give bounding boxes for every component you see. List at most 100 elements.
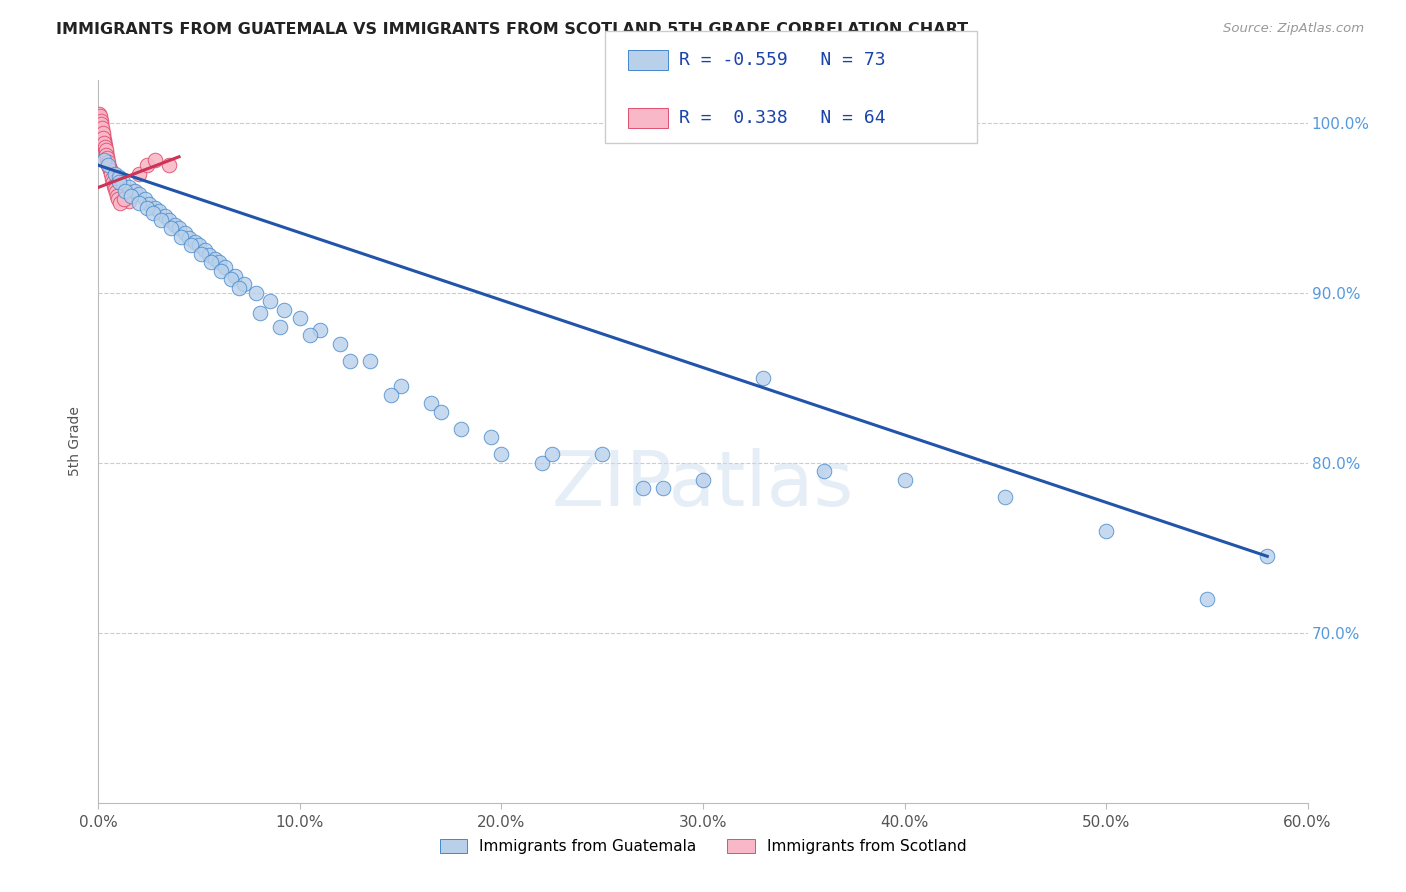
Point [339, 353, 361, 368]
Point [121, 184, 143, 198]
Point [98, 163, 121, 178]
Point [149, 212, 172, 227]
Point [134, 192, 156, 206]
Point [631, 481, 654, 495]
Point [591, 447, 613, 461]
Legend: Immigrants from Guatemala, Immigrants from Scotland: Immigrants from Guatemala, Immigrants fr… [433, 832, 973, 860]
Point [104, 182, 127, 196]
Point [221, 272, 243, 286]
Point [128, 195, 150, 210]
Point [107, 182, 129, 196]
Point [103, 173, 125, 187]
Point [138, 197, 160, 211]
Point [174, 227, 197, 241]
Point [91, 122, 114, 136]
Point [692, 473, 714, 487]
Text: IMMIGRANTS FROM GUATEMALA VS IMMIGRANTS FROM SCOTLAND 5TH GRADE CORRELATION CHAR: IMMIGRANTS FROM GUATEMALA VS IMMIGRANTS … [56, 22, 969, 37]
Point [97, 156, 120, 170]
Point [94, 139, 117, 153]
Point [118, 194, 141, 208]
Point [1256, 549, 1278, 564]
Point [89, 109, 111, 123]
Point [128, 167, 150, 181]
Point [430, 405, 453, 419]
Point [148, 204, 170, 219]
Point [94, 143, 117, 157]
Point [112, 192, 135, 206]
Point [214, 260, 236, 275]
Point [96, 150, 118, 164]
Point [105, 189, 128, 203]
Point [198, 248, 221, 262]
Text: ZIPatlas: ZIPatlas [551, 448, 855, 522]
Point [194, 244, 217, 258]
Point [309, 323, 332, 337]
Point [89, 107, 111, 121]
Point [96, 146, 118, 161]
Point [540, 447, 562, 461]
Point [110, 189, 132, 203]
Y-axis label: 5th Grade: 5th Grade [69, 407, 83, 476]
Point [96, 152, 118, 166]
Point [135, 201, 157, 215]
Point [93, 135, 115, 149]
Point [100, 169, 122, 183]
Point [288, 311, 311, 326]
Point [135, 158, 157, 172]
Point [269, 319, 291, 334]
Point [153, 209, 176, 223]
Point [184, 235, 207, 249]
Point [813, 464, 835, 478]
Text: R =  0.338   N = 64: R = 0.338 N = 64 [679, 109, 886, 127]
Point [360, 353, 382, 368]
Point [491, 447, 513, 461]
Point [101, 172, 124, 186]
Point [105, 180, 128, 194]
Point [90, 116, 112, 130]
Point [249, 306, 271, 320]
Point [209, 263, 232, 277]
Point [163, 218, 186, 232]
Point [232, 277, 254, 292]
Point [190, 246, 212, 260]
Point [90, 114, 112, 128]
Point [481, 430, 503, 444]
Point [110, 187, 132, 202]
Point [96, 153, 118, 168]
Point [245, 285, 267, 300]
Point [107, 184, 129, 198]
Point [204, 252, 226, 266]
Point [179, 231, 201, 245]
Point [94, 145, 117, 159]
Point [224, 268, 246, 283]
Point [108, 195, 131, 210]
Point [91, 126, 114, 140]
Point [114, 184, 136, 198]
Point [97, 158, 120, 172]
Point [118, 180, 141, 194]
Point [97, 158, 120, 172]
Point [1195, 591, 1218, 606]
Point [100, 165, 122, 179]
Point [160, 221, 183, 235]
Point [107, 192, 129, 206]
Point [329, 336, 352, 351]
Point [90, 120, 112, 135]
Point [111, 175, 134, 189]
Point [91, 128, 114, 142]
Point [93, 129, 115, 144]
Point [1095, 524, 1118, 538]
Point [104, 178, 127, 193]
Point [120, 189, 142, 203]
Point [103, 178, 125, 193]
Point [103, 175, 125, 189]
Point [389, 379, 412, 393]
Point [893, 473, 915, 487]
Point [100, 167, 122, 181]
Point [124, 184, 146, 198]
Point [170, 229, 193, 244]
Point [299, 328, 322, 343]
Point [89, 112, 111, 127]
Point [108, 186, 131, 200]
Point [107, 175, 129, 189]
